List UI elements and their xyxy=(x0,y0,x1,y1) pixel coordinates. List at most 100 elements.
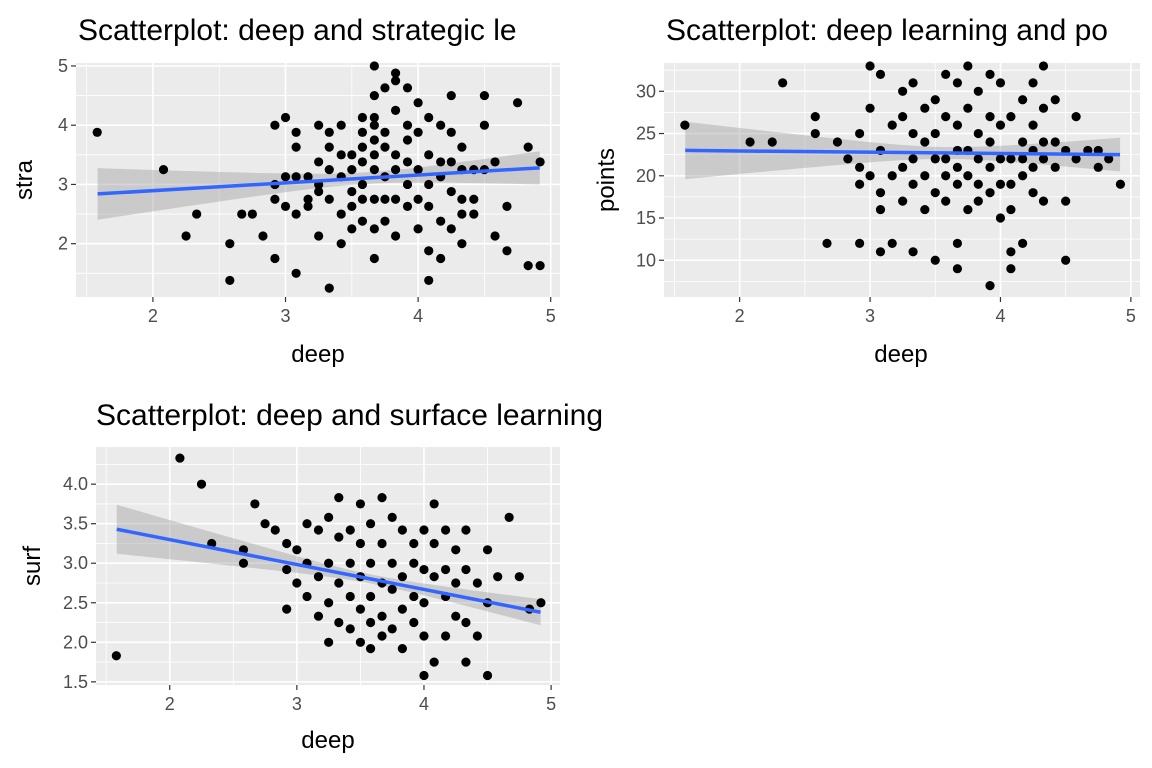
data-point xyxy=(314,120,324,130)
data-point xyxy=(397,572,407,582)
data-point xyxy=(1006,204,1016,215)
data-point xyxy=(855,162,865,172)
data-point xyxy=(472,578,482,588)
data-point xyxy=(291,127,301,137)
data-point xyxy=(345,525,355,535)
data-point xyxy=(324,127,334,137)
data-point xyxy=(1006,112,1016,122)
data-point xyxy=(196,479,207,489)
x-tick-label: 5 xyxy=(1126,306,1136,326)
data-point xyxy=(402,179,413,190)
data-point xyxy=(1018,238,1028,248)
data-point xyxy=(429,499,439,509)
data-point xyxy=(502,246,512,256)
data-point xyxy=(930,95,940,105)
data-point xyxy=(1018,171,1028,181)
data-point xyxy=(282,564,292,575)
data-point xyxy=(369,90,379,101)
y-tick-label: 4 xyxy=(58,115,68,135)
data-point xyxy=(380,142,390,152)
data-point xyxy=(429,538,439,549)
data-point xyxy=(512,98,523,108)
data-point xyxy=(402,157,413,167)
data-point xyxy=(419,631,429,641)
data-point xyxy=(535,261,545,271)
data-point xyxy=(347,186,357,197)
data-point xyxy=(898,86,908,96)
data-point xyxy=(390,76,401,86)
data-point xyxy=(1050,162,1060,172)
data-point xyxy=(457,209,467,219)
data-point xyxy=(941,196,951,206)
data-point xyxy=(292,578,302,588)
data-point xyxy=(409,558,419,568)
data-point xyxy=(355,499,366,509)
data-point xyxy=(973,196,983,206)
data-point xyxy=(822,238,832,248)
y-tick-label: 1.5 xyxy=(63,672,88,692)
data-point xyxy=(952,264,963,274)
y-tick-label: 3.0 xyxy=(63,553,88,573)
data-point xyxy=(985,69,995,80)
data-point xyxy=(887,171,897,181)
data-point xyxy=(429,657,439,667)
data-point xyxy=(225,275,235,286)
y-tick-label: 5 xyxy=(58,56,68,76)
chart-title: Scatterplot: deep and strategic le xyxy=(78,14,517,47)
data-point xyxy=(865,171,875,181)
confidence-band xyxy=(685,121,1121,180)
data-point xyxy=(930,154,940,164)
data-point xyxy=(482,545,493,555)
data-point xyxy=(380,127,390,137)
data-point xyxy=(402,135,413,145)
data-point xyxy=(930,188,940,198)
data-point xyxy=(875,188,886,198)
data-point xyxy=(973,128,983,139)
data-point xyxy=(424,201,434,211)
data-point xyxy=(429,572,439,582)
data-point xyxy=(920,103,930,113)
data-point xyxy=(419,670,429,681)
data-point xyxy=(995,179,1006,189)
data-point xyxy=(436,120,446,130)
data-point xyxy=(158,165,169,175)
data-point xyxy=(930,255,940,265)
data-point xyxy=(436,253,446,264)
data-point xyxy=(111,651,121,661)
data-point xyxy=(985,137,995,147)
data-point xyxy=(250,499,260,509)
data-point xyxy=(270,194,280,204)
data-point xyxy=(291,209,301,219)
data-point xyxy=(402,120,413,130)
data-point xyxy=(446,127,456,137)
data-point xyxy=(875,204,886,215)
data-point xyxy=(377,538,387,549)
data-point xyxy=(302,519,312,529)
data-point xyxy=(1038,196,1049,206)
data-point xyxy=(941,112,951,122)
data-point xyxy=(336,120,346,130)
data-point xyxy=(419,525,429,535)
data-point xyxy=(369,165,379,175)
data-point xyxy=(535,157,545,167)
x-axis-title: deep xyxy=(291,341,344,368)
data-point xyxy=(1028,188,1038,198)
data-point xyxy=(181,231,191,241)
data-point xyxy=(952,120,963,130)
data-point xyxy=(424,112,434,123)
data-point xyxy=(280,112,291,123)
data-point xyxy=(334,617,344,628)
data-point xyxy=(324,598,334,608)
data-point xyxy=(446,90,456,101)
data-point xyxy=(387,558,397,568)
data-point xyxy=(1006,247,1016,257)
data-point xyxy=(334,532,344,542)
data-point xyxy=(324,512,334,522)
data-point xyxy=(365,591,376,602)
data-point xyxy=(347,201,357,211)
data-point xyxy=(875,69,886,80)
data-point xyxy=(387,584,397,594)
data-point xyxy=(1071,112,1081,122)
data-point xyxy=(357,112,368,123)
data-point xyxy=(357,194,368,204)
